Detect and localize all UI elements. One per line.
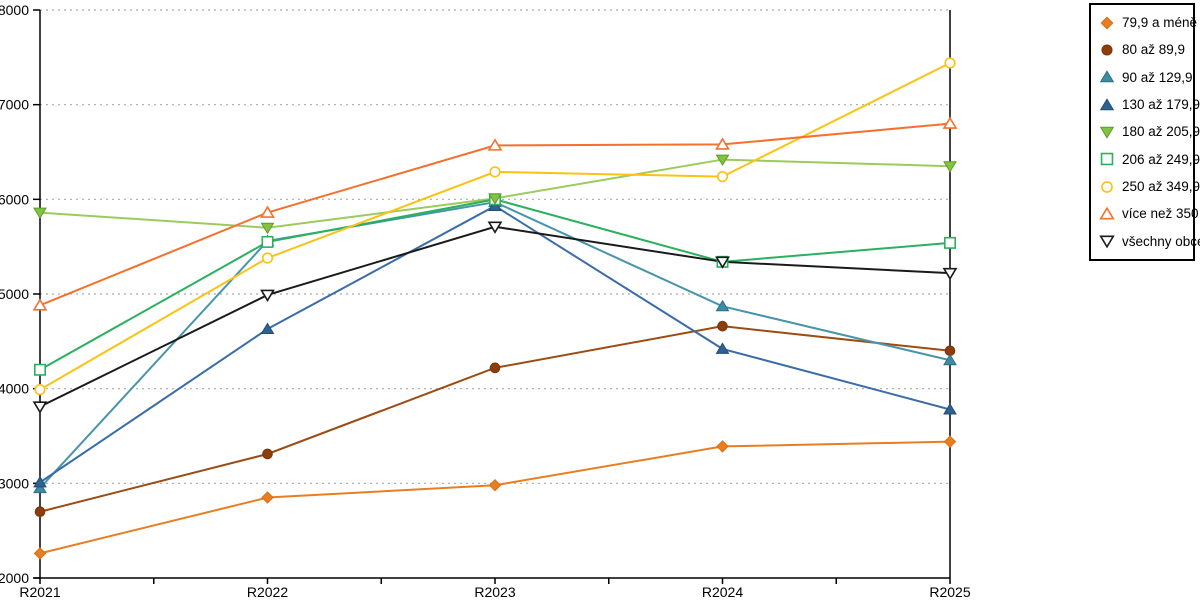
y-tick-label: 6000: [0, 191, 29, 207]
legend-item: 250 až 349,9: [1099, 179, 1200, 195]
legend-item: více než 350: [1099, 206, 1199, 222]
triangle-up-marker: [942, 116, 958, 129]
series-line: [39, 204, 951, 484]
square-marker: [261, 235, 274, 248]
x-tick-label: R2023: [474, 584, 515, 600]
circle-marker: [717, 320, 728, 332]
legend-label: 80 až 89,9: [1122, 42, 1186, 58]
triangle-down-marker: [260, 222, 275, 235]
x-tick-label: R2021: [19, 584, 60, 600]
circle-marker: [944, 57, 956, 69]
triangle-up-marker: [715, 299, 730, 312]
square-marker: [33, 363, 46, 376]
y-tick-label: 5000: [0, 286, 29, 302]
triangle-up-marker: [1099, 70, 1115, 83]
y-tick-label: 3000: [0, 475, 29, 491]
triangle-up-marker: [32, 298, 48, 311]
legend-label: 206 až 249,9: [1122, 151, 1200, 167]
x-tick-label: R2025: [929, 584, 970, 600]
circle-marker: [34, 506, 46, 518]
legend-label: 250 až 349,9: [1122, 179, 1200, 195]
circle-marker: [262, 448, 273, 460]
diamond-marker: [33, 547, 47, 560]
triangle-down-marker: [33, 207, 47, 220]
legend-item: 206 až 249,9: [1099, 151, 1200, 167]
legend-item: 130 až 179,9: [1099, 97, 1200, 113]
circle-marker: [489, 166, 501, 178]
triangle-up-marker: [260, 322, 275, 335]
legend-item: 80 až 89,9: [1099, 42, 1193, 58]
square-marker: [1100, 153, 1114, 166]
legend-square-icon: [1100, 153, 1114, 166]
legend-label: 130 až 179,9: [1122, 97, 1200, 113]
x-tick-label: R2024: [702, 584, 743, 600]
triangle-up-marker: [943, 403, 957, 415]
triangle-down-marker: [488, 193, 502, 205]
legend-item: 79,9 a méně: [1099, 15, 1197, 31]
legend-triangle-down-icon: [1099, 126, 1115, 139]
legend-item: všechny obce: [1099, 233, 1200, 249]
triangle-up-marker: [487, 138, 503, 151]
triangle-up-marker: [715, 342, 730, 354]
x-tick-label: R2022: [247, 584, 288, 600]
triangle-down-marker: [487, 221, 503, 234]
triangle-up-marker: [943, 353, 957, 366]
legend-item: 180 až 205,9: [1099, 124, 1200, 140]
triangle-up-marker: [1099, 97, 1115, 110]
legend-label: více než 350: [1122, 206, 1199, 222]
legend-label: 79,9 a méně: [1122, 15, 1198, 31]
circle-marker: [489, 362, 501, 374]
triangle-down-marker: [943, 161, 957, 173]
legend-label: 90 až 129,9: [1122, 69, 1193, 85]
square-marker: [943, 236, 956, 249]
diamond-marker: [716, 440, 729, 453]
triangle-down-marker: [715, 256, 730, 269]
circle-marker: [1101, 180, 1113, 193]
y-tick-label: 8000: [0, 2, 29, 18]
circle-marker: [261, 252, 274, 264]
legend: 79,9 a méně 80 až 89,9 90 až 129,9 130 až 1…: [1089, 3, 1200, 261]
triangle-down-marker: [942, 267, 958, 281]
circle-marker: [716, 171, 729, 183]
legend-triangle-down-icon: [1099, 235, 1115, 249]
triangle-up-marker: [33, 475, 47, 488]
series-line: [39, 440, 951, 555]
diamond-marker: [943, 435, 957, 448]
legend-triangle-up-icon: [1099, 97, 1115, 110]
y-tick-label: 7000: [0, 97, 29, 113]
triangle-down-marker: [32, 401, 48, 414]
legend-triangle-up-icon: [1099, 70, 1115, 83]
triangle-down-marker: [1099, 126, 1115, 139]
diamond-marker: [261, 491, 274, 504]
circle-marker: [34, 384, 46, 396]
legend-label: všechny obce: [1122, 233, 1200, 249]
y-tick-label: 4000: [0, 381, 29, 397]
legend-item: 90 až 129,9: [1099, 69, 1193, 85]
legend-label: 180 až 205,9: [1122, 124, 1200, 140]
triangle-up-marker: [33, 481, 47, 494]
legend-circle-icon: [1101, 44, 1113, 56]
triangle-up-marker: [715, 137, 730, 150]
triangle-up-marker: [488, 199, 502, 211]
triangle-down-marker: [260, 289, 275, 303]
diamond-marker: [488, 479, 502, 492]
triangle-down-marker: [715, 154, 730, 167]
legend-circle-icon: [1101, 180, 1113, 193]
triangle-up-marker: [260, 205, 275, 218]
triangle-up-marker: [1099, 206, 1115, 220]
legend-triangle-up-icon: [1099, 206, 1115, 220]
legend-diamond-icon: [1100, 16, 1114, 30]
series-line: [39, 122, 951, 307]
circle-marker: [1101, 44, 1113, 56]
triangle-down-marker: [1099, 235, 1115, 249]
diamond-marker: [1100, 16, 1114, 30]
y-tick-label: 2000: [0, 570, 29, 586]
